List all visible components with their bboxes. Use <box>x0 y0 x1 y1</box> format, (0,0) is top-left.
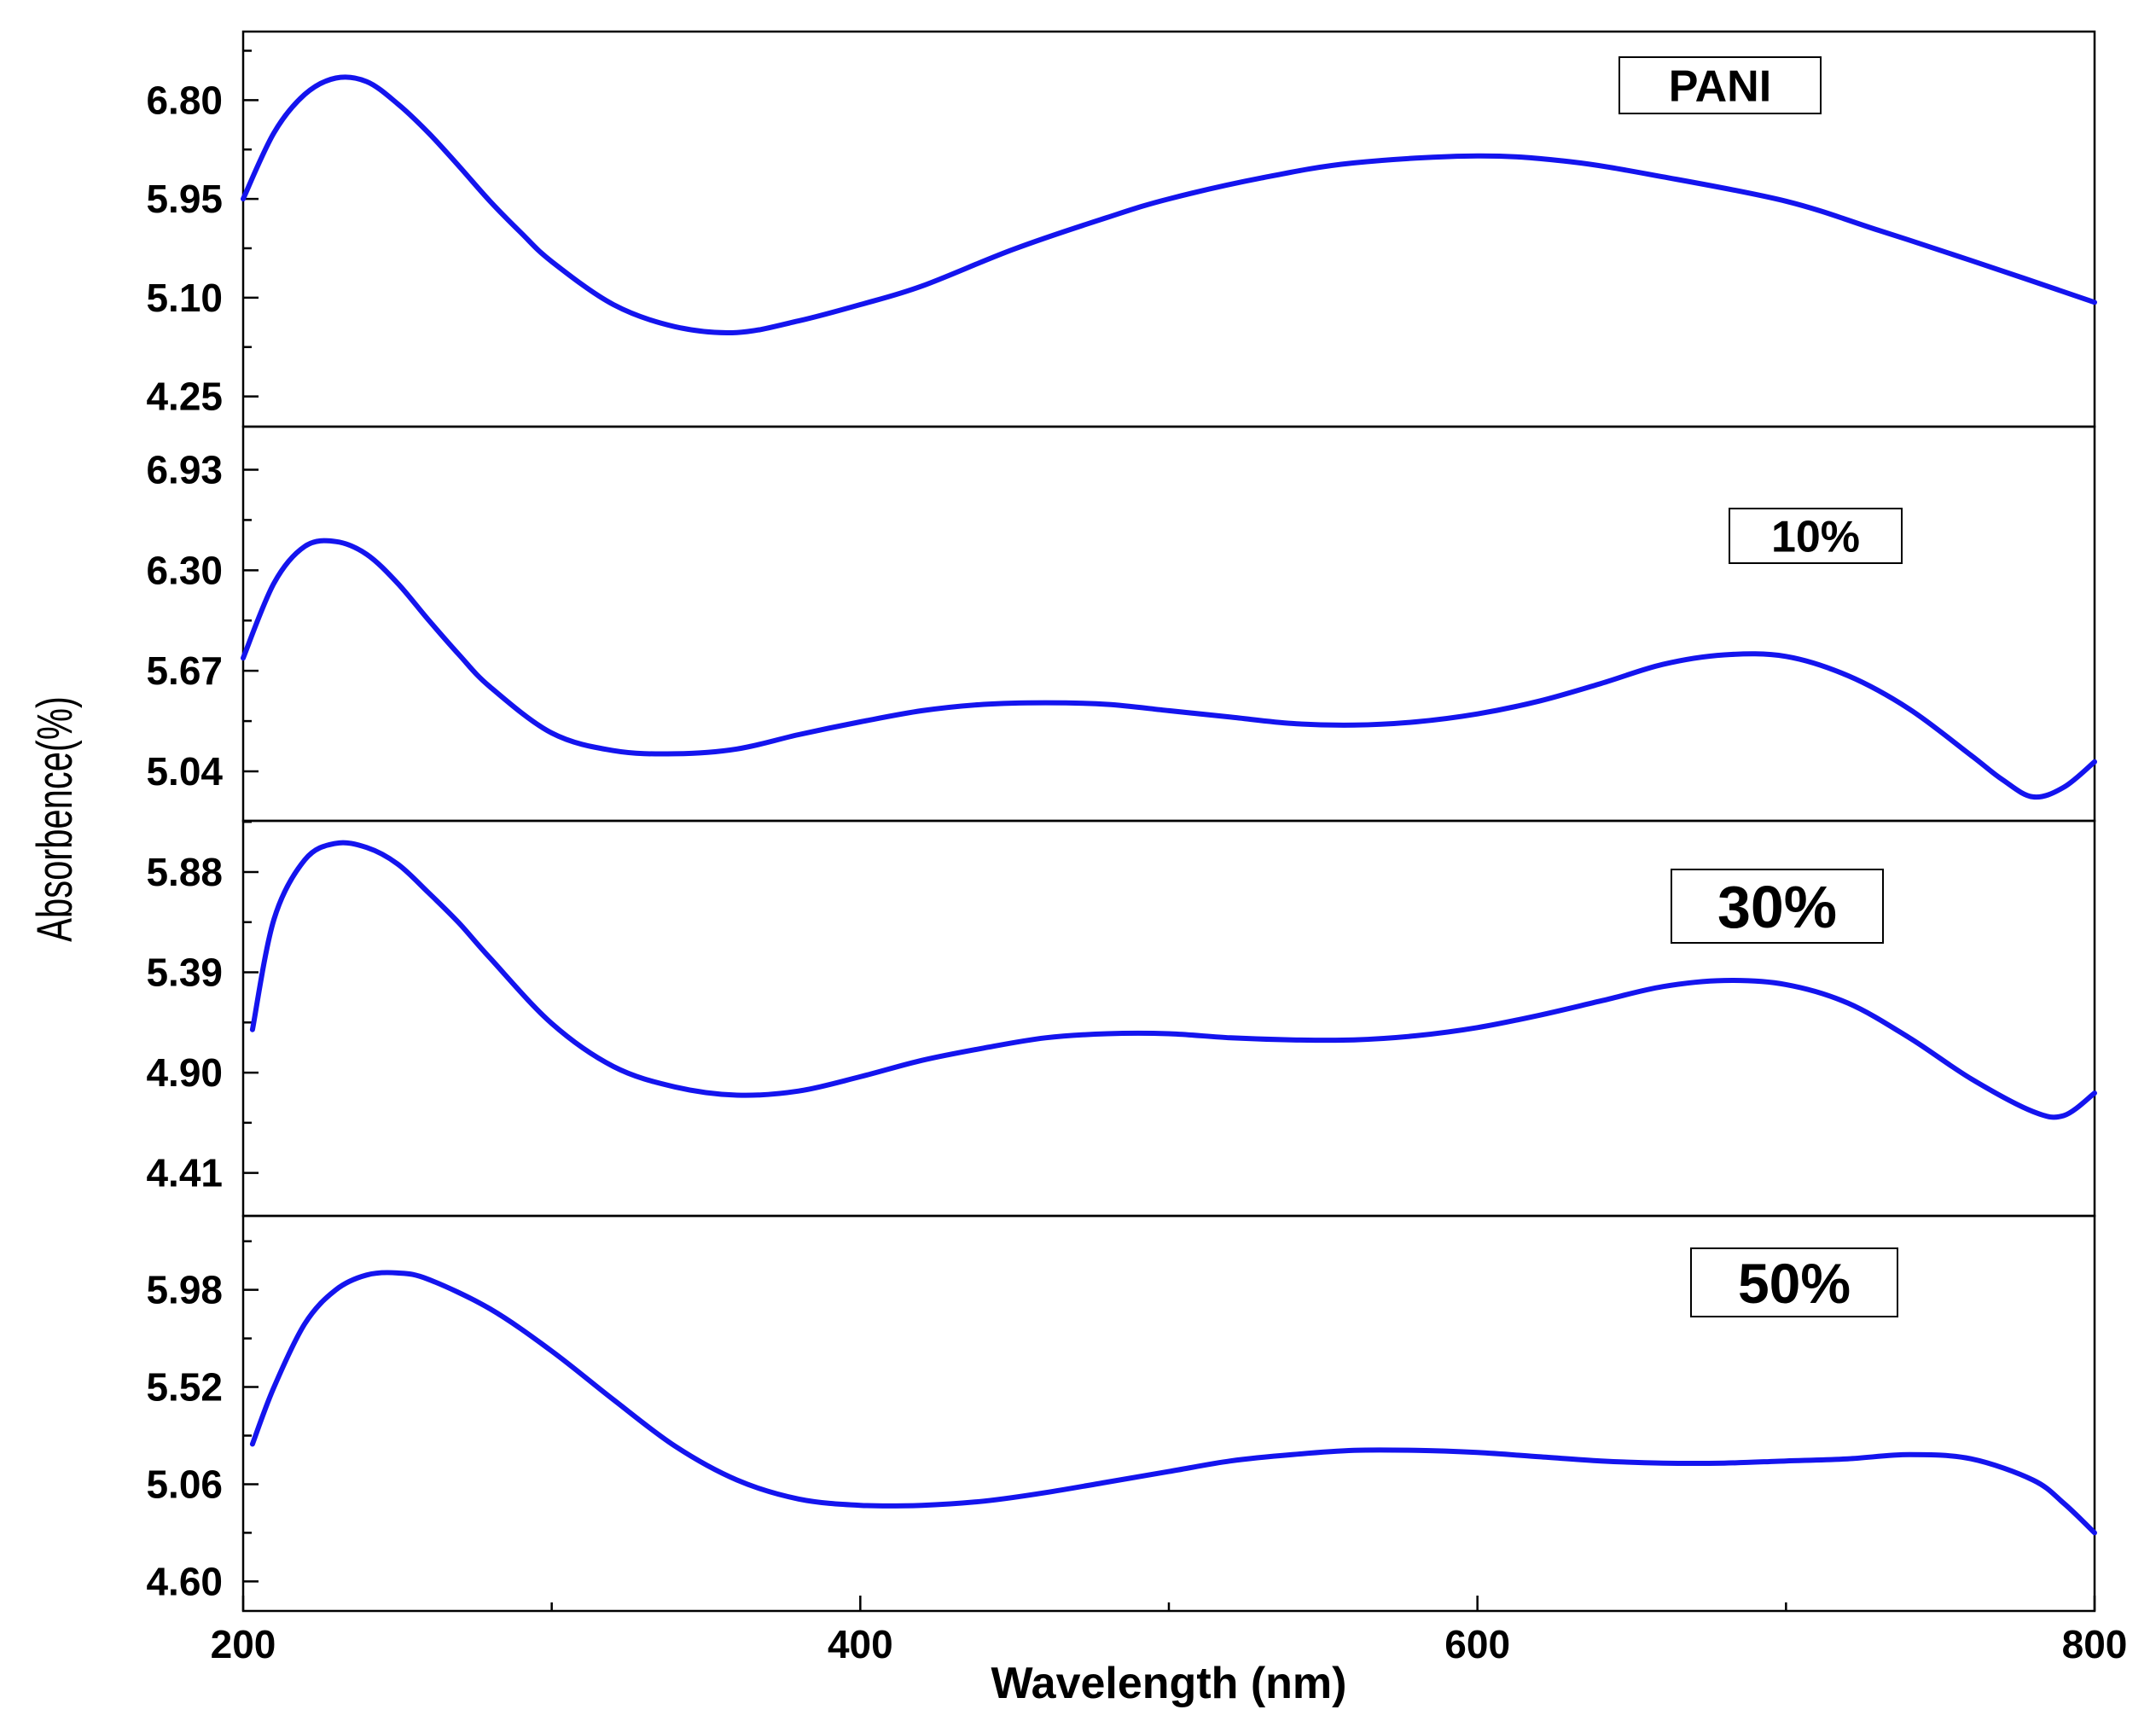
y-tick-label: 4.60 <box>146 1559 223 1603</box>
panel-30pct: 4.41 4.90 5.39 5.88 30% <box>146 819 2097 1218</box>
x-tick-label: 800 <box>2062 1622 2128 1666</box>
y-tick-label: 4.41 <box>146 1151 223 1195</box>
panel-label: 30% <box>1717 874 1837 940</box>
panel-50pct: 4.60 5.06 5.52 5.98 50% <box>146 1214 2097 1613</box>
series-line <box>249 840 2097 1120</box>
y-tick-label: 6.80 <box>146 78 223 122</box>
panel-label: 10% <box>1771 513 1860 562</box>
y-tick-label: 4.25 <box>146 375 223 419</box>
x-tick-label: 400 <box>828 1622 893 1666</box>
y-tick-label: 5.52 <box>146 1365 223 1410</box>
y-tick-label: 5.95 <box>146 177 223 221</box>
panels-layer: 4.25 5.10 5.95 6.80 PANI 5.04 5.67 6.30 6.93 10% 4… <box>146 30 2097 1613</box>
panel-10pct: 5.04 5.67 6.30 6.93 10% <box>146 425 2097 823</box>
y-tick-label: 5.10 <box>146 276 223 320</box>
x-tick-label: 200 <box>211 1622 276 1666</box>
y-tick-label: 5.98 <box>146 1268 223 1312</box>
panel-frame <box>241 425 2096 823</box>
panel-label-box <box>1729 508 1903 564</box>
panel-label-box <box>1618 56 1822 114</box>
y-tick-label: 4.90 <box>146 1050 223 1095</box>
x-axis: 200 400 600 800 <box>211 1596 2128 1666</box>
y-axis-title: Absorbence(%) <box>26 696 82 942</box>
y-tick-label: 5.06 <box>146 1462 223 1506</box>
series-line <box>249 1270 2097 1536</box>
x-tick-label: 600 <box>1444 1622 1510 1666</box>
panel-label-box <box>1671 869 1884 944</box>
series-line <box>241 74 2097 335</box>
y-tick-label: 5.67 <box>146 648 223 693</box>
x-axis-title: Wavelength (nm) <box>991 1659 1347 1708</box>
y-tick-label: 6.93 <box>146 448 223 492</box>
y-tick-label: 5.88 <box>146 850 223 894</box>
panel-label: 50% <box>1738 1252 1851 1315</box>
y-tick-label: 6.30 <box>146 548 223 592</box>
y-tick-label: 5.39 <box>146 951 223 995</box>
panel-label-box <box>1690 1247 1898 1317</box>
panel-label: PANI <box>1669 62 1771 112</box>
panel-pani: 4.25 5.10 5.95 6.80 PANI <box>146 30 2097 428</box>
y-tick-label: 5.04 <box>146 749 223 794</box>
series-line <box>241 538 2097 800</box>
